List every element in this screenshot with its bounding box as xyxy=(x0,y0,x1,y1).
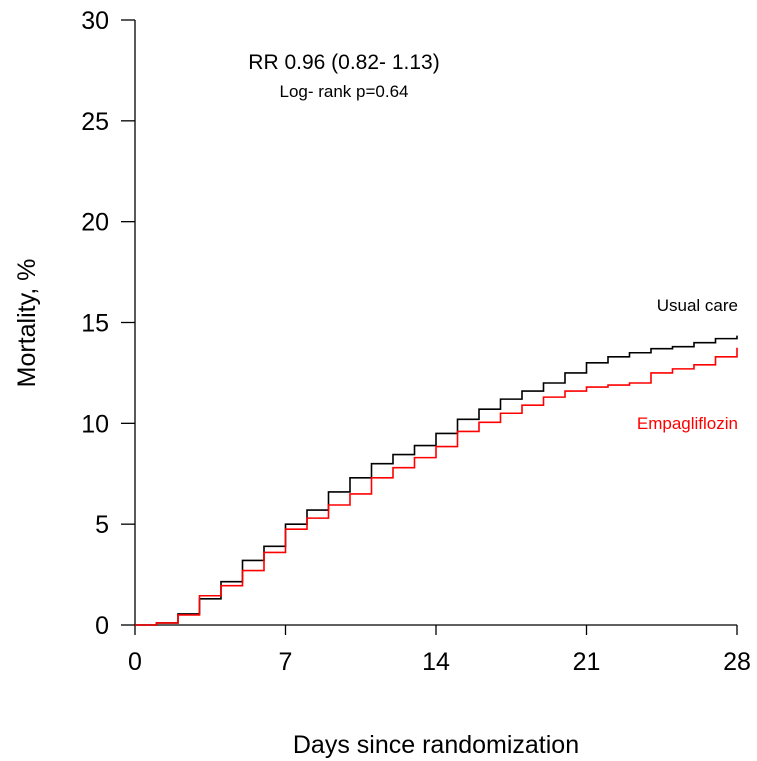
y-ticks: 0 5 10 15 20 25 30 xyxy=(81,7,135,640)
x-ticks: 0 7 14 21 28 xyxy=(128,625,751,676)
y-tick-label: 10 xyxy=(81,410,109,438)
series-label-usual-care: Usual care xyxy=(657,296,738,315)
logrank-annotation: Log- rank p=0.64 xyxy=(279,82,408,101)
series-line-usual-care xyxy=(135,335,738,626)
y-tick-label: 25 xyxy=(81,108,109,136)
x-tick-label: 14 xyxy=(422,648,450,676)
x-tick-label: 21 xyxy=(573,648,601,676)
series-layer xyxy=(135,335,738,626)
y-tick-label: 20 xyxy=(81,209,109,237)
y-tick-label: 0 xyxy=(95,612,109,640)
x-tick-label: 7 xyxy=(279,648,293,676)
x-axis-title: Days since randomization xyxy=(293,731,579,759)
y-tick-label: 30 xyxy=(81,7,109,35)
y-tick-label: 5 xyxy=(95,511,109,539)
y-tick-label: 15 xyxy=(81,310,109,338)
y-axis-title: Mortality, % xyxy=(13,259,41,388)
series-line-empagliflozin xyxy=(135,347,738,626)
axes: 0 7 14 21 28 0 5 10 15 20 25 30 xyxy=(81,7,751,676)
rr-annotation: RR 0.96 (0.82- 1.13) xyxy=(248,51,439,74)
x-tick-label: 28 xyxy=(723,648,751,676)
x-tick-label: 0 xyxy=(128,648,142,676)
series-label-empagliflozin: Empagliflozin xyxy=(637,414,738,433)
